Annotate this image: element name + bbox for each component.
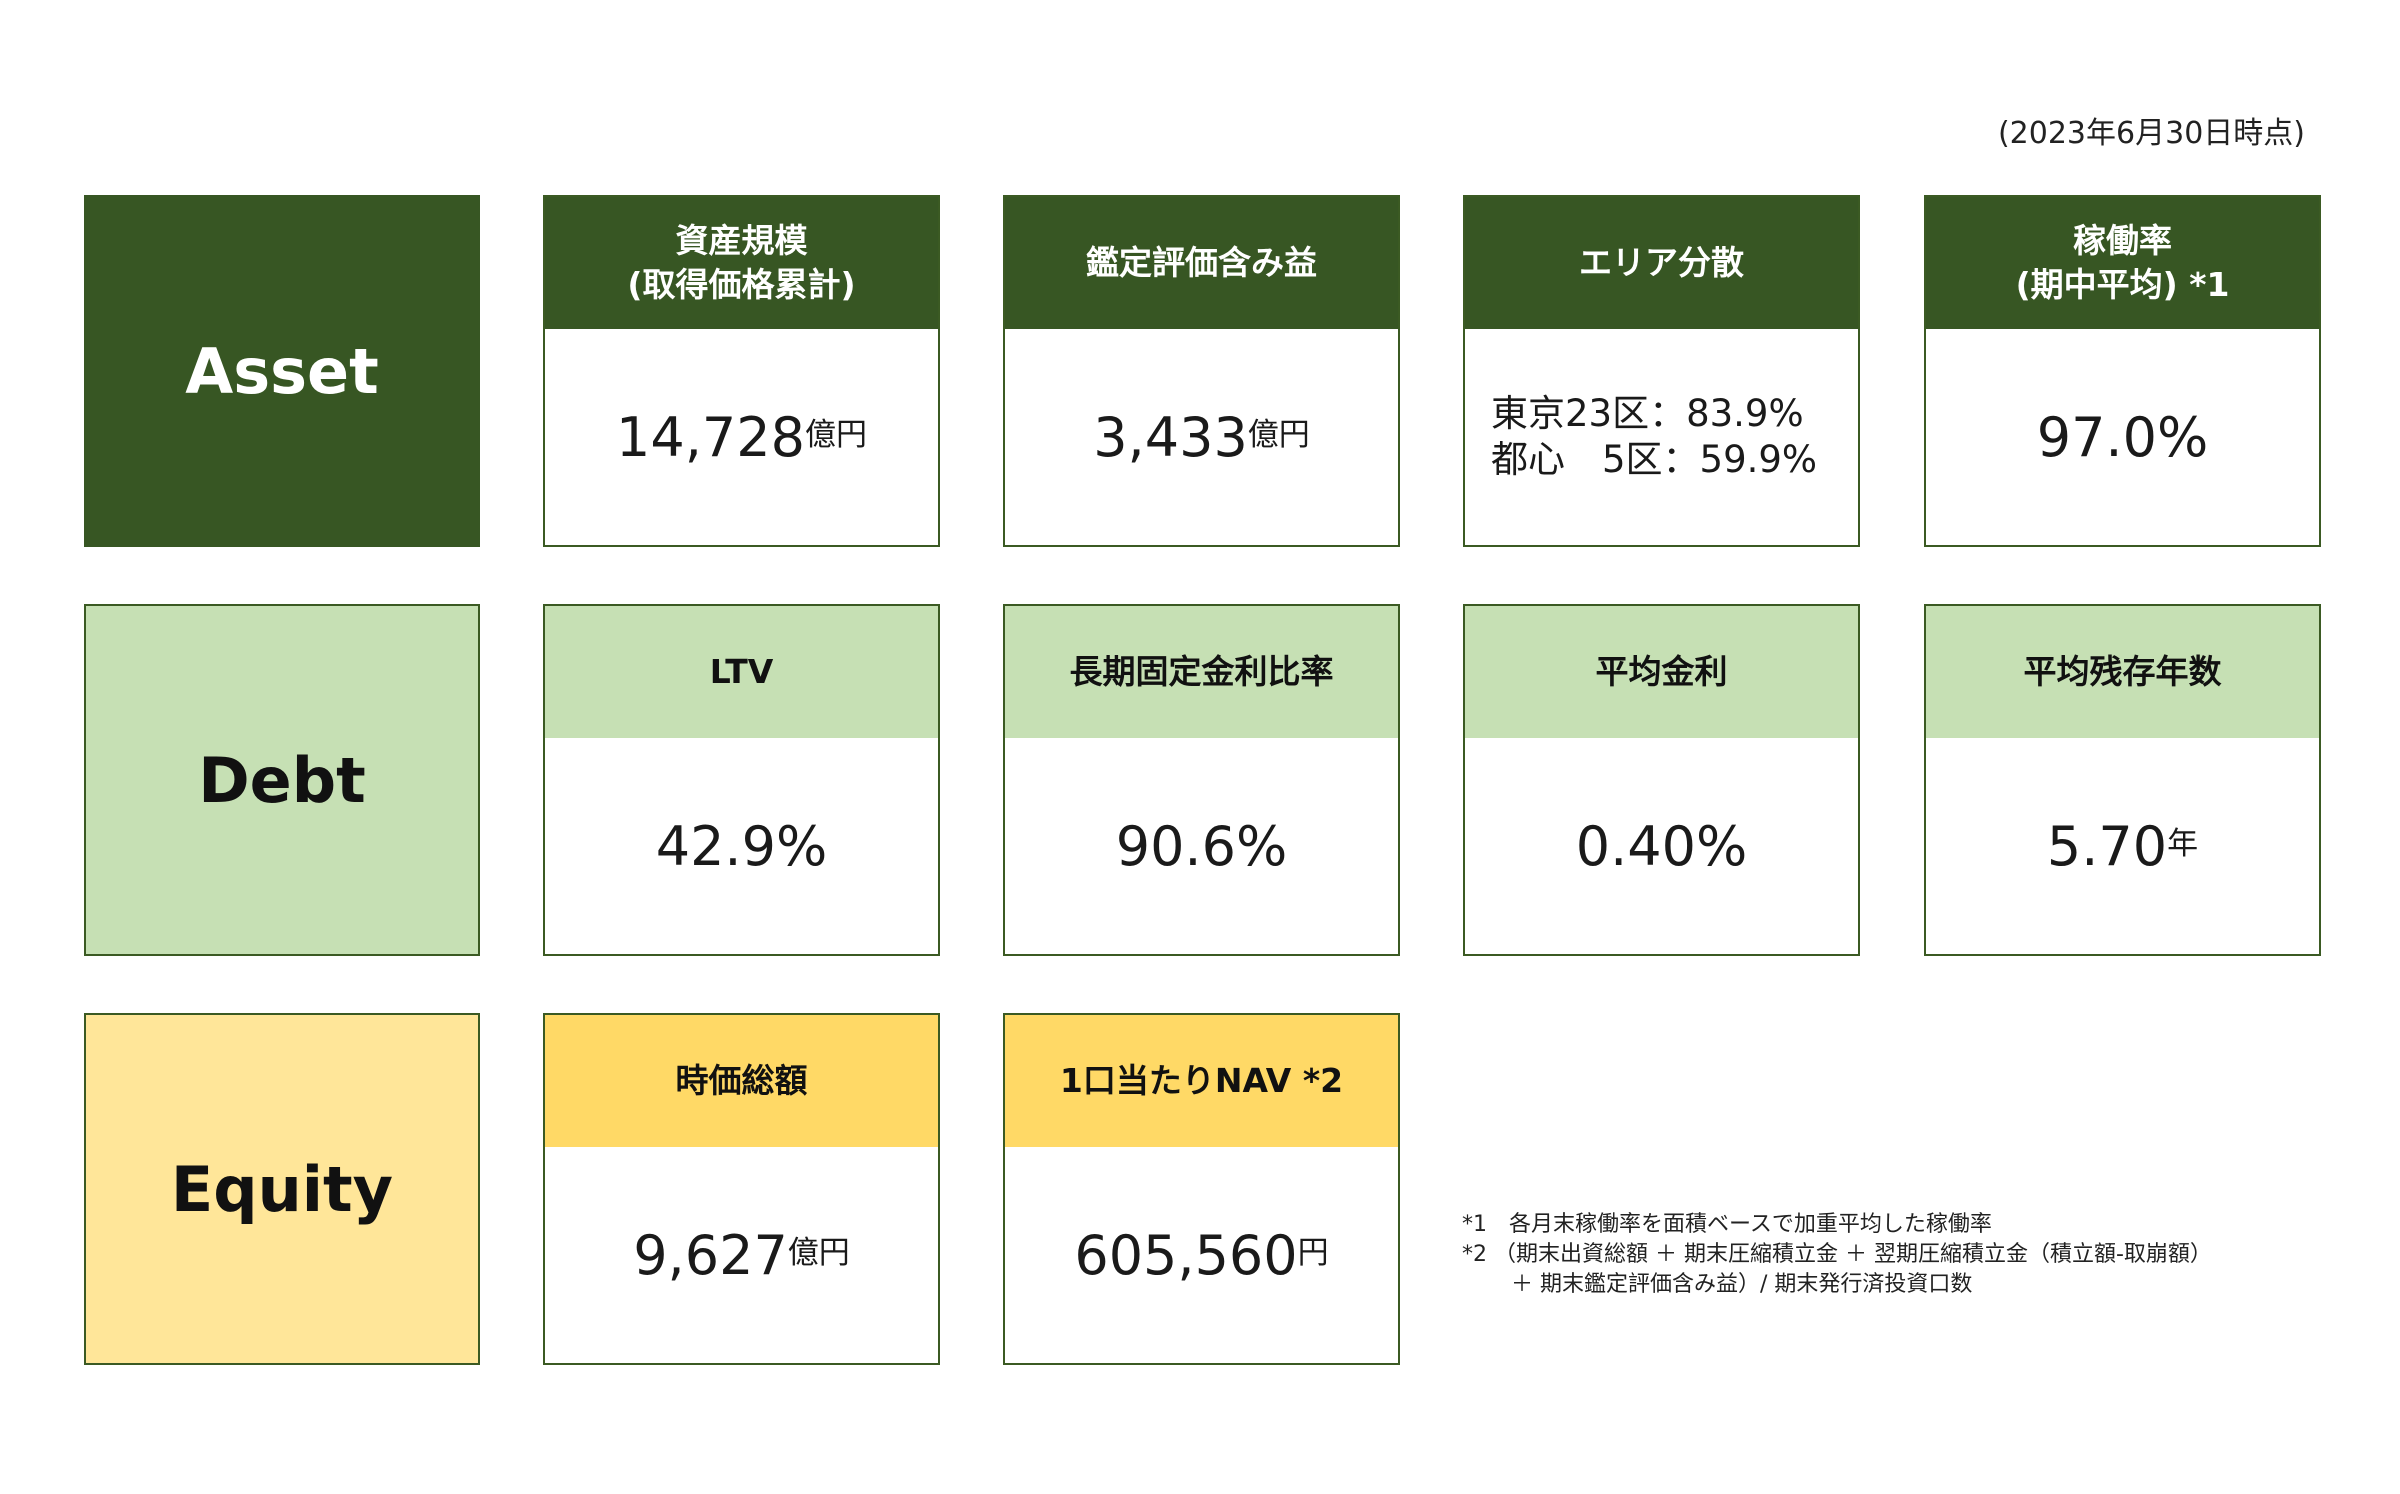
card-ltv: LTV 42.9% [543,604,940,956]
card-value: 14,728 億円 [545,329,938,545]
card-header: 資産規模 (取得価格累計) [545,197,938,329]
area-line-central5: 都心 5区：59.9% [1491,438,1818,481]
value-number: 42.9% [655,814,828,878]
card-market-cap: 時価総額 9,627 億円 [543,1013,940,1365]
footnotes: *1 各月末稼働率を面積ベースで加重平均した稼働率 *2 （期末出資総額 ＋ 期… [1462,1210,2212,1300]
value-unit: 億円 [787,1234,850,1271]
as-of-date: (2023年6月30日時点) [1997,116,2305,151]
card-value: 9,627 億円 [545,1147,938,1363]
value-number: 9,627 [633,1223,788,1287]
card-value: 90.6% [1005,738,1398,954]
card-header: 鑑定評価含み益 [1005,197,1398,329]
card-area-distribution: エリア分散 東京23区：83.9% 都心 5区：59.9% [1463,195,1860,547]
equity-label: Equity [170,1152,394,1226]
value-unit: 億円 [804,416,867,453]
card-subtitle: (期中平均) *1 [2015,265,2230,304]
footnote-2: *2 （期末出資総額 ＋ 期末圧縮積立金 ＋ 翌期圧縮積立金（積立額-取崩額） [1462,1242,2212,1267]
card-header: 平均金利 [1465,606,1858,738]
card-title: 1口当たりNAV *2 [1059,1061,1344,1100]
card-title: 稼働率 [2073,221,2172,260]
card-value: 42.9% [545,738,938,954]
value-number: 5.70 [2046,814,2168,878]
card-title: 平均金利 [1595,652,1728,691]
card-average-rate: 平均金利 0.40% [1463,604,1860,956]
card-title: 資産規模 [675,221,808,260]
asset-label: Asset [185,334,379,408]
card-asset-size: 資産規模 (取得価格累計) 14,728 億円 [543,195,940,547]
value-number: 3,433 [1093,405,1248,469]
value-number: 605,560 [1074,1223,1298,1287]
card-title: 平均残存年数 [2023,652,2222,691]
row-label-asset: Asset [84,195,480,547]
card-appraisal-gain: 鑑定評価含み益 3,433 億円 [1003,195,1400,547]
card-occupancy: 稼働率 (期中平均) *1 97.0% [1924,195,2321,547]
card-header: 1口当たりNAV *2 [1005,1015,1398,1147]
card-remaining-years: 平均残存年数 5.70 年 [1924,604,2321,956]
area-line-tokyo23: 東京23区：83.9% [1491,392,1804,435]
footnote-2-continued: ＋ 期末鑑定評価含み益）/ 期末発行済投資口数 [1462,1272,1973,1297]
debt-label: Debt [198,743,366,817]
card-title: LTV [709,652,774,691]
value-number: 97.0% [2036,405,2209,469]
card-value: 605,560 円 [1005,1147,1398,1363]
value-number: 14,728 [616,405,805,469]
card-header: LTV [545,606,938,738]
value-unit: 億円 [1247,416,1310,453]
value-number: 0.40% [1575,814,1748,878]
card-value: 0.40% [1465,738,1858,954]
value-number: 90.6% [1115,814,1288,878]
card-header: 時価総額 [545,1015,938,1147]
card-title: 時価総額 [675,1061,808,1100]
value-unit: 年 [2167,825,2199,862]
card-header: 長期固定金利比率 [1005,606,1398,738]
card-value: 5.70 年 [1926,738,2319,954]
row-label-equity: Equity [84,1013,480,1365]
card-value: 97.0% [1926,329,2319,545]
card-title: エリア分散 [1579,243,1744,282]
card-subtitle: (取得価格累計) [627,265,856,304]
value-unit: 円 [1297,1234,1329,1271]
card-header: エリア分散 [1465,197,1858,329]
footnote-1: *1 各月末稼働率を面積ベースで加重平均した稼働率 [1462,1212,1992,1237]
card-fixed-rate-ratio: 長期固定金利比率 90.6% [1003,604,1400,956]
card-header: 平均残存年数 [1926,606,2319,738]
card-nav-per-unit: 1口当たりNAV *2 605,560 円 [1003,1013,1400,1365]
row-label-debt: Debt [84,604,480,956]
card-title: 長期固定金利比率 [1069,652,1334,691]
card-value: 東京23区：83.9% 都心 5区：59.9% [1465,329,1858,545]
card-header: 稼働率 (期中平均) *1 [1926,197,2319,329]
card-title: 鑑定評価含み益 [1086,243,1317,282]
card-value: 3,433 億円 [1005,329,1398,545]
